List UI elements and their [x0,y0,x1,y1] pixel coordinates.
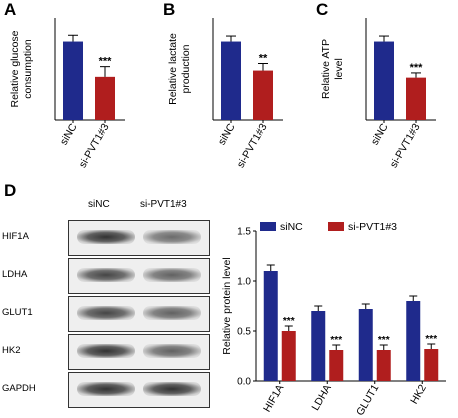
bar-si-PVT1#3 [95,76,115,120]
blot-row-label: LDHA [2,269,28,280]
x-tick-label: siNC [369,121,391,147]
blot-band [143,344,201,358]
blot-lane-label-si-pvt1: si-PVT1#3 [140,199,187,210]
x-tick-label: siNC [216,121,238,147]
blot-band [143,230,201,244]
blot-band [143,306,201,320]
blot-row-label: HK2 [2,345,21,356]
y-axis-label-line2: level [333,58,345,80]
legend-swatch [328,222,344,231]
blot-band [77,382,135,396]
x-tick-label: GLUT1 [354,382,381,417]
x-tick-label: si-PVT1#3 [77,121,112,170]
x-tick-label: siNC [58,121,80,147]
bar-si-PVT1#3 [253,70,273,120]
x-tick-label: HK2 [408,382,429,406]
legend-swatch [260,222,276,231]
y-axis-label-line2: production [180,44,192,93]
blot-strip [68,334,210,370]
blot-band [77,230,135,244]
bar-LDHA-si-PVT1#3 [329,350,344,381]
western-blot-panel: siNC si-PVT1#3 HIF1A LDHA GLUT1 HK2 GAPDH [0,199,215,418]
bar-HK2-si-PVT1#3 [424,349,439,381]
chart-atp: Relative ATP level siNC *** si-PVT1#3 [320,18,436,170]
bar-siNC [221,41,241,120]
blot-band [77,268,135,282]
y-axis-label: Relative lactate [167,33,179,105]
significance-label: *** [378,335,390,346]
blot-band [143,382,201,396]
significance-label: *** [330,335,342,346]
legend-label: siNC [280,221,303,233]
blot-band [77,344,135,358]
blot-strip [68,220,210,256]
bar-HK2-siNC [406,301,421,381]
bar-GLUT1-siNC [358,309,373,381]
legend-label: si-PVT1#3 [348,221,397,233]
bar-si-PVT1#3 [406,77,426,120]
x-tick-label: si-PVT1#3 [235,121,270,170]
bar-HIF1A-siNC [263,271,278,381]
significance-label: ** [259,53,268,65]
significance-label: *** [283,316,295,327]
x-tick-label: HIF1A [261,383,286,415]
y-axis-label: Relative ATP [320,39,332,99]
bar-HIF1A-si-PVT1#3 [281,331,296,381]
y-tick-label: 1.0 [237,277,251,288]
blot-row-label: GAPDH [2,383,36,394]
blot-row-label: GLUT1 [2,307,33,318]
bar-siNC [63,41,83,120]
blot-lane-label-sinc: siNC [88,199,110,210]
blot-row-label: HIF1A [2,231,29,242]
y-axis-label: Relative protein level [221,257,233,354]
y-tick-label: 0.5 [237,327,251,338]
significance-label: *** [410,62,424,74]
y-tick-label: 0.0 [237,377,251,388]
chart-glucose: Relative glucose consumption siNC *** si-PVT… [9,18,125,170]
panel-letter-d: D [4,181,17,200]
x-tick-label: si-PVT1#3 [388,121,423,170]
x-tick-label: LDHA [309,383,333,413]
y-axis-label-line2: consumption [22,39,34,99]
blot-strip [68,372,210,408]
significance-label: *** [425,334,437,345]
panel-letter-b: B [163,0,176,19]
bar-LDHA-siNC [311,311,326,381]
blot-band [143,268,201,282]
chart-protein-level: 0.0 0.5 1.0 1.5 Relative protein level siNC si… [221,221,446,418]
bar-siNC [374,41,394,120]
blot-strip [68,258,210,294]
chart-lactate: Relative lactate production siNC ** si-PVT1#… [167,18,283,170]
bar-GLUT1-si-PVT1#3 [376,350,391,381]
y-tick-label: 1.5 [237,227,251,238]
panel-letter-a: A [4,0,17,19]
blot-band [77,306,135,320]
blot-strip [68,296,210,332]
panel-letter-c: C [316,0,329,19]
y-axis-label: Relative glucose [9,30,21,107]
significance-label: *** [99,56,113,68]
